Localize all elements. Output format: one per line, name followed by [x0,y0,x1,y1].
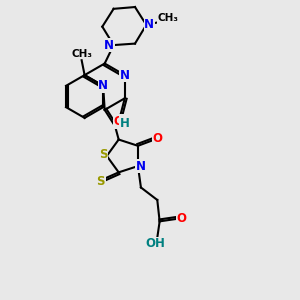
Text: N: N [144,18,154,32]
Text: CH₃: CH₃ [71,49,92,59]
Text: O: O [114,115,124,128]
Text: H: H [120,117,130,130]
Text: CH₃: CH₃ [158,13,178,23]
Text: O: O [176,212,186,225]
Text: N: N [104,39,114,52]
Text: O: O [153,133,163,146]
Text: N: N [120,69,130,82]
Text: OH: OH [146,237,166,250]
Text: N: N [98,79,108,92]
Text: S: S [99,148,107,161]
Text: S: S [97,176,105,188]
Text: N: N [136,160,146,172]
